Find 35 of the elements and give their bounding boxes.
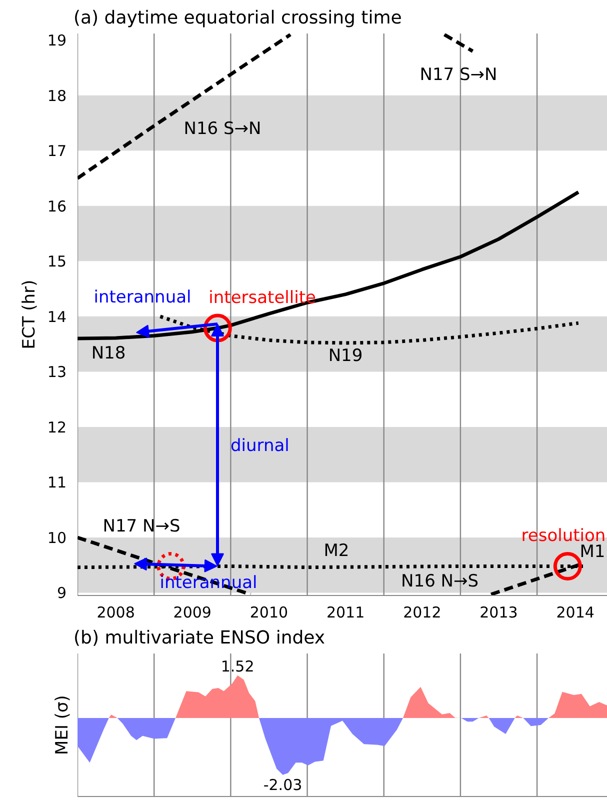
y-tick-label: 9 [56,584,67,602]
y-tick-label: 14 [47,308,67,326]
x-tick-label: 2013 [480,604,518,622]
annotation: N17 N→S [102,516,180,537]
annotation: N17 S→N [420,64,498,85]
annotation: N19 [328,346,363,366]
y-axis-title: MEI (σ) [52,695,72,755]
y-axis-title: ECT (hr) [19,280,40,350]
annotation: M2 [324,540,350,561]
data-label: 1.52 [220,657,254,676]
y-tick-label: 13 [47,363,67,382]
x-tick-label: 2010 [250,604,288,622]
annotation: N16 S→N [184,118,262,139]
x-tick-label: 2011 [326,604,365,622]
y-tick-label: 12 [47,418,67,436]
annotation: N16 N→S [401,572,479,592]
x-tick-label: 2012 [403,604,442,622]
series-label: intersatellite [208,288,316,308]
x-tick-label: 2009 [173,604,212,622]
chart-title: (a) daytime equatorial crossing time [74,8,402,28]
y-tick-label: 18 [47,86,67,105]
data-label: -2.03 [263,776,302,794]
y-tick-label: 10 [47,528,67,547]
y-tick-label: 11 [47,474,67,492]
y-tick-label: 19 [47,32,67,50]
y-tick-label: 17 [47,142,67,160]
y-tick-label: 15 [47,252,67,271]
annotation: interannual [94,288,192,308]
annotation: diurnal [230,436,290,456]
x-tick-label: 2008 [96,604,135,622]
x-tick-label: 2014 [556,604,594,622]
y-tick-label: 16 [47,197,67,216]
chart-title: (b) multivariate ENSO index [74,628,326,648]
annotation: N18 [91,344,126,364]
annotation: M1 [580,542,606,562]
